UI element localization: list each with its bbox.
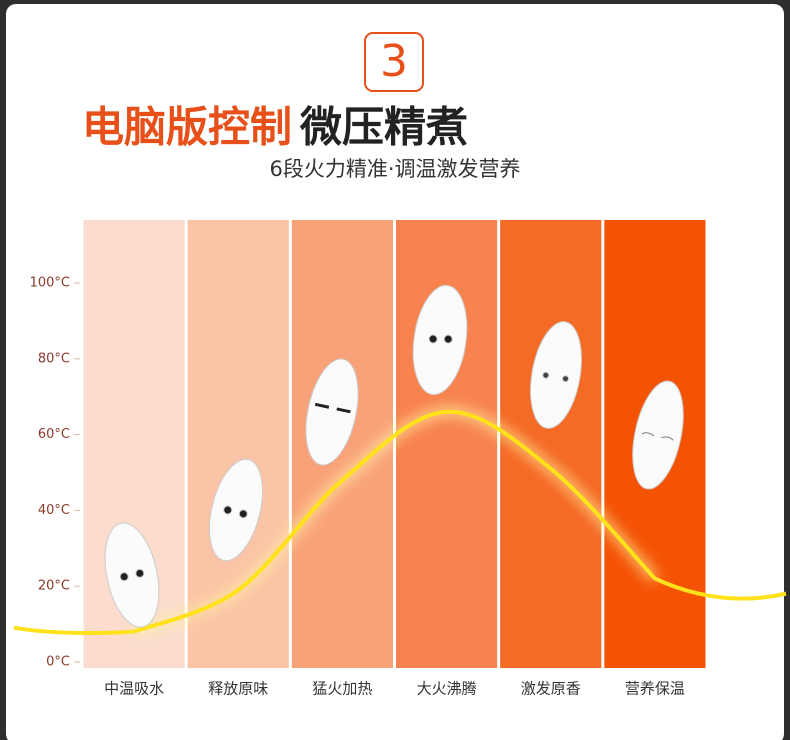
y-tick-label: 60°C	[38, 427, 70, 442]
chart-subtitle: 6段火力精准·调温激发营养	[269, 157, 520, 181]
curve-tail	[654, 576, 787, 601]
rice-grain	[104, 522, 160, 628]
x-tick-label: 激发原香	[521, 680, 581, 698]
x-tick-label: 猛火加热	[312, 680, 372, 698]
y-tick-label: 20°C	[38, 579, 70, 594]
y-tick-label: 80°C	[38, 351, 70, 366]
y-tick-label: 100°C	[30, 276, 70, 291]
rice-grain	[209, 458, 263, 562]
temperature-curve	[133, 409, 657, 634]
rice-grain	[530, 321, 582, 429]
x-tick-label: 释放原味	[208, 680, 268, 698]
chart-title: 微压精煮	[299, 103, 468, 152]
x-tick-label: 中温吸水	[104, 680, 164, 698]
y-tick-label: 0°C	[46, 655, 70, 670]
x-tick-label: 大火沸腾	[417, 680, 477, 698]
title-accent: 电脑版控制	[82, 103, 292, 152]
rice-grain	[412, 284, 468, 396]
badge-box	[364, 32, 424, 92]
badge: 3	[380, 36, 408, 87]
stage-column	[187, 220, 289, 668]
rice-grain	[305, 358, 359, 466]
y-tick-label: 40°C	[38, 503, 70, 518]
curve-lead	[13, 625, 135, 636]
rice-grain	[632, 380, 684, 490]
x-tick-label: 营养保温	[625, 680, 685, 698]
